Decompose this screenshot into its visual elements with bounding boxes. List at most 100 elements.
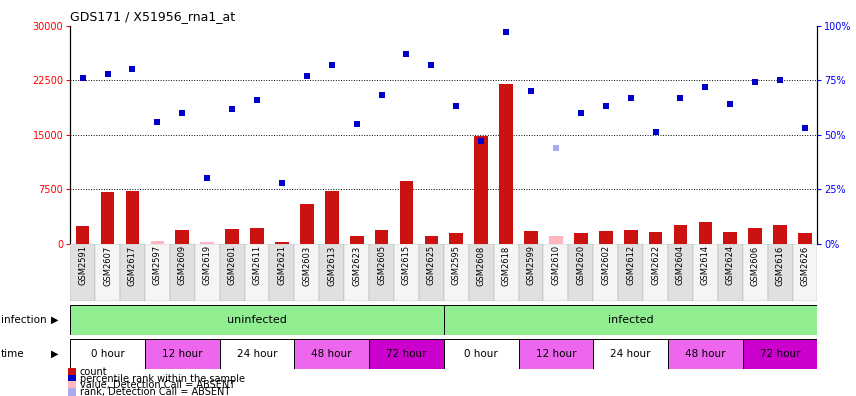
Bar xyxy=(443,244,469,301)
Bar xyxy=(70,305,443,335)
Bar xyxy=(169,244,194,301)
Bar xyxy=(225,229,239,244)
Bar xyxy=(443,305,817,335)
Bar xyxy=(369,339,443,369)
Bar xyxy=(773,225,787,244)
Bar xyxy=(319,244,344,301)
Text: infection: infection xyxy=(1,315,46,325)
Bar xyxy=(394,244,419,301)
Bar xyxy=(220,339,294,369)
Bar xyxy=(748,228,762,244)
Text: GSM2626: GSM2626 xyxy=(800,245,810,286)
Text: infected: infected xyxy=(608,315,653,325)
Text: GSM2611: GSM2611 xyxy=(253,245,262,286)
Bar xyxy=(425,236,438,244)
Bar xyxy=(499,84,513,244)
Bar xyxy=(593,244,618,301)
Text: GSM2610: GSM2610 xyxy=(551,245,561,286)
Bar xyxy=(375,230,389,244)
Bar xyxy=(793,244,817,301)
Text: GSM2609: GSM2609 xyxy=(178,245,187,286)
Text: GSM2602: GSM2602 xyxy=(601,245,610,286)
Text: GSM2625: GSM2625 xyxy=(427,245,436,286)
Text: GSM2617: GSM2617 xyxy=(128,245,137,286)
Bar xyxy=(270,244,294,301)
Text: GDS171 / X51956_rna1_at: GDS171 / X51956_rna1_at xyxy=(70,10,235,23)
Text: GSM2620: GSM2620 xyxy=(576,245,586,286)
Text: GSM2607: GSM2607 xyxy=(103,245,112,286)
Text: ▶: ▶ xyxy=(51,315,58,325)
Text: GSM2603: GSM2603 xyxy=(302,245,312,286)
Text: count: count xyxy=(80,367,107,377)
Bar xyxy=(194,244,220,301)
Bar xyxy=(593,339,668,369)
Bar xyxy=(95,244,120,301)
Bar xyxy=(145,244,169,301)
Bar xyxy=(70,244,95,301)
Bar xyxy=(419,244,444,301)
Text: 72 hour: 72 hour xyxy=(760,349,800,359)
Text: GSM2624: GSM2624 xyxy=(726,245,734,286)
Bar xyxy=(743,339,817,369)
Text: GSM2623: GSM2623 xyxy=(352,245,361,286)
Text: GSM2614: GSM2614 xyxy=(701,245,710,286)
Text: GSM2605: GSM2605 xyxy=(377,245,386,286)
Bar xyxy=(599,231,613,244)
Bar xyxy=(519,339,593,369)
Text: GSM2599: GSM2599 xyxy=(526,245,536,285)
Bar xyxy=(70,339,145,369)
Bar xyxy=(294,244,319,301)
Bar xyxy=(294,339,369,369)
Bar xyxy=(723,232,737,244)
Text: GSM2601: GSM2601 xyxy=(228,245,236,286)
Bar xyxy=(649,232,663,244)
Text: GSM2595: GSM2595 xyxy=(452,245,461,285)
Bar xyxy=(474,136,488,244)
Bar xyxy=(275,242,288,244)
Bar xyxy=(693,244,718,301)
Text: GSM2618: GSM2618 xyxy=(502,245,511,286)
Bar xyxy=(449,233,463,244)
Text: GSM2597: GSM2597 xyxy=(153,245,162,286)
Text: GSM2621: GSM2621 xyxy=(277,245,287,286)
Bar xyxy=(718,244,743,301)
Bar xyxy=(200,242,214,244)
Text: time: time xyxy=(1,349,25,359)
Text: 24 hour: 24 hour xyxy=(237,349,277,359)
Bar xyxy=(624,230,638,244)
Bar xyxy=(698,223,712,244)
Bar xyxy=(549,236,562,244)
Bar xyxy=(668,339,743,369)
Bar xyxy=(443,339,519,369)
Text: GSM2616: GSM2616 xyxy=(776,245,785,286)
Text: percentile rank within the sample: percentile rank within the sample xyxy=(80,374,245,384)
Text: GSM2606: GSM2606 xyxy=(751,245,760,286)
Text: 48 hour: 48 hour xyxy=(312,349,352,359)
Bar xyxy=(350,236,364,244)
Bar xyxy=(325,191,339,244)
Bar xyxy=(618,244,643,301)
Text: 24 hour: 24 hour xyxy=(610,349,651,359)
Bar xyxy=(469,244,494,301)
Bar xyxy=(668,244,693,301)
Bar xyxy=(175,230,189,244)
Bar xyxy=(120,244,145,301)
Bar xyxy=(300,204,313,244)
Bar xyxy=(344,244,369,301)
Bar xyxy=(743,244,768,301)
Bar xyxy=(220,244,245,301)
Text: GSM2622: GSM2622 xyxy=(651,245,660,286)
Text: GSM2608: GSM2608 xyxy=(477,245,485,286)
Text: GSM2615: GSM2615 xyxy=(402,245,411,286)
Bar xyxy=(798,232,811,244)
Bar xyxy=(400,181,413,244)
Bar xyxy=(126,190,140,244)
Bar xyxy=(76,226,90,244)
Bar xyxy=(544,244,568,301)
Text: rank, Detection Call = ABSENT: rank, Detection Call = ABSENT xyxy=(80,386,230,396)
Bar xyxy=(519,244,544,301)
Bar xyxy=(768,244,793,301)
Bar xyxy=(524,231,538,244)
Text: ▶: ▶ xyxy=(51,349,58,359)
Bar xyxy=(494,244,519,301)
